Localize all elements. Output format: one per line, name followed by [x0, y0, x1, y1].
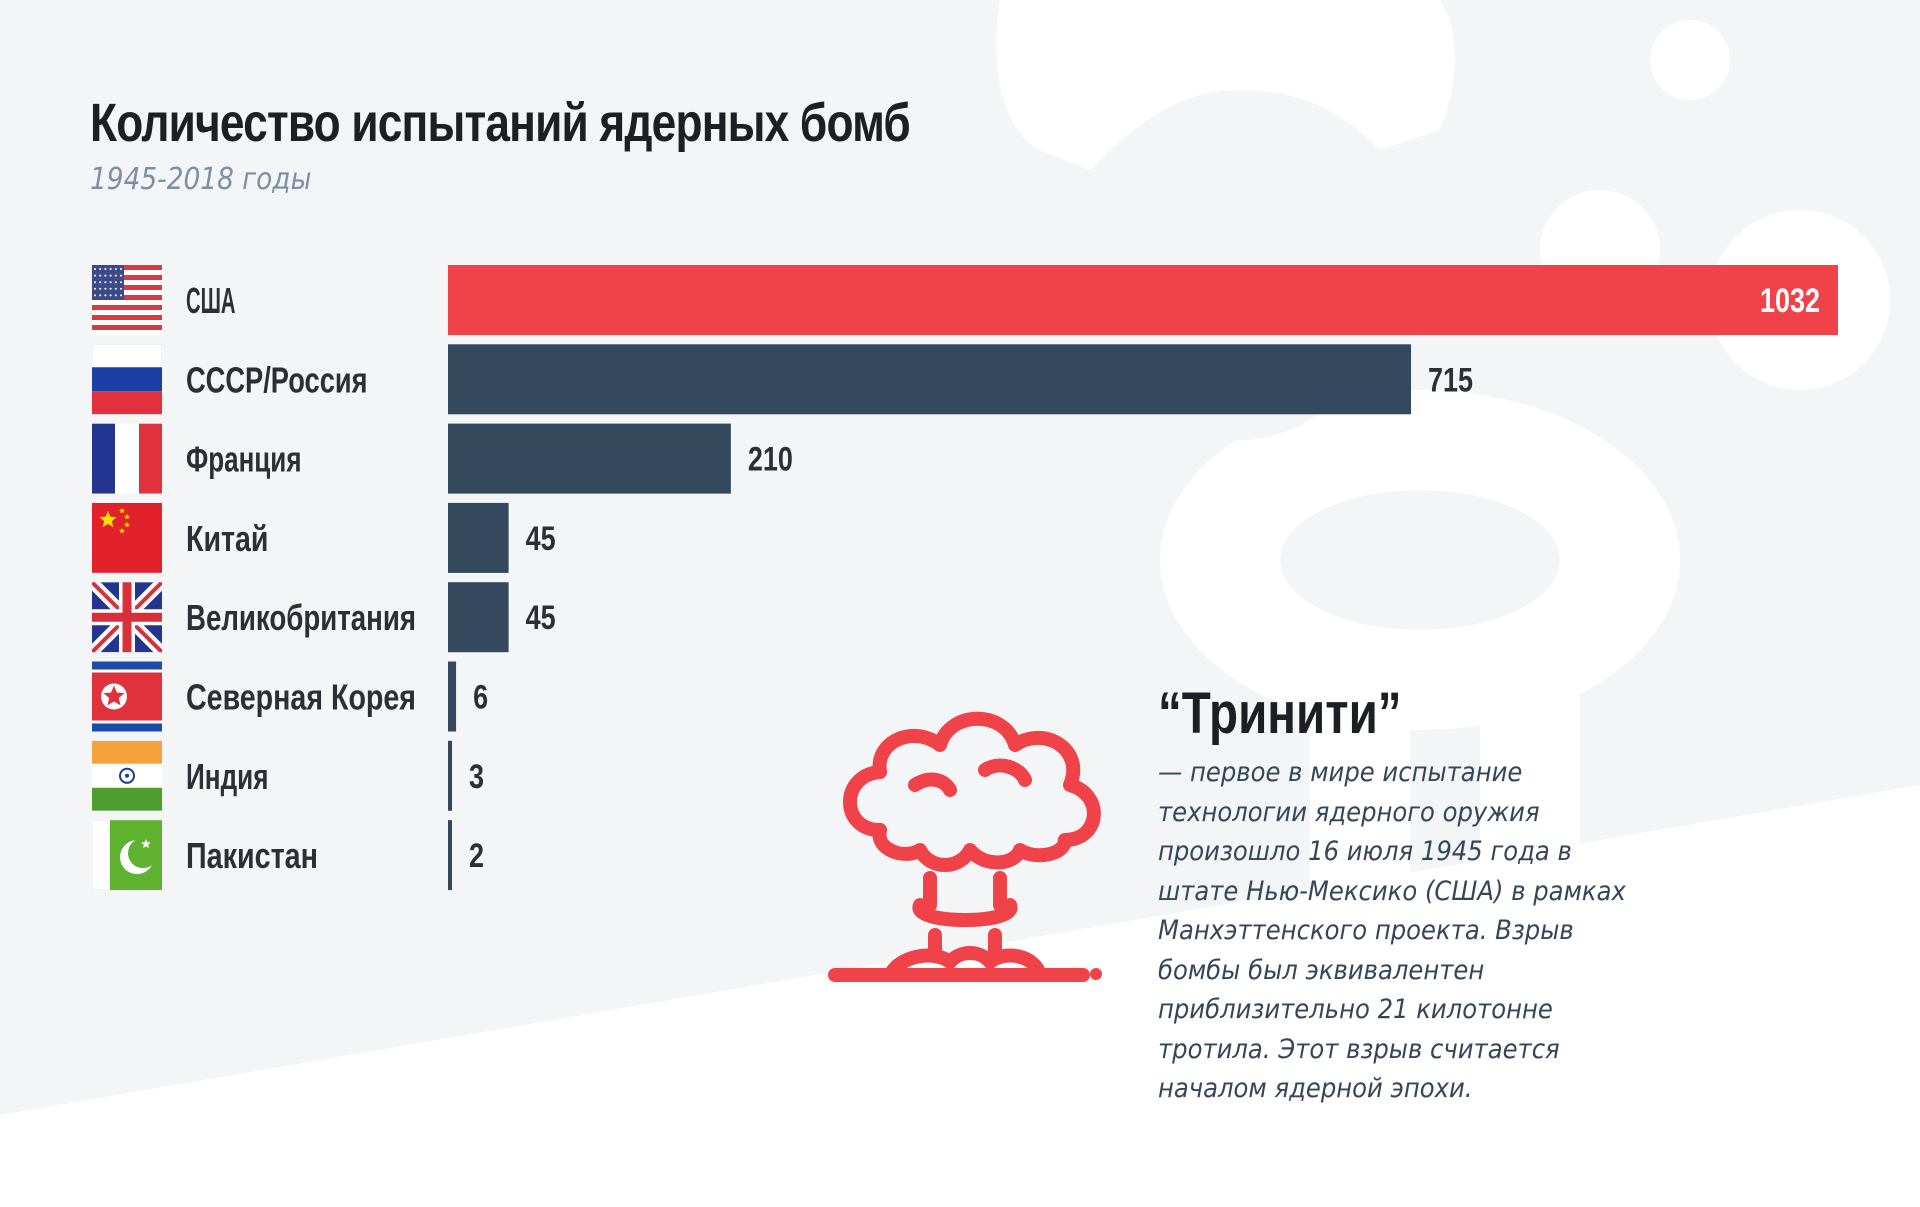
note-line: произошло 16 июля 1945 года в — [1158, 836, 1572, 867]
value-label: 3 — [469, 758, 484, 796]
category-label: Северная Корея — [186, 677, 416, 718]
flag-uk-icon — [92, 582, 162, 653]
category-label: Франция — [186, 439, 302, 480]
trinity-title: “Тринити” — [1158, 681, 1402, 746]
note-line: Манхэттенского проекта. Взрыв — [1158, 915, 1574, 946]
bar — [448, 740, 453, 811]
value-label: 2 — [469, 837, 484, 875]
note-line: — первое в мире испытание — [1158, 757, 1523, 788]
note-line: приблизительно 21 килотонне — [1158, 994, 1553, 1025]
value-label: 715 — [1428, 361, 1473, 399]
flag-russia-icon — [92, 344, 162, 415]
note-line: штате Нью-Мексико (США) в рамках — [1158, 875, 1626, 907]
flag-france-icon — [92, 423, 162, 494]
value-label: 210 — [748, 441, 793, 479]
value-label: 1032 — [1760, 282, 1820, 320]
value-labels-group: 1032 715 210 45 45 6 3 2 — [469, 282, 1820, 875]
chart-title: Количество испытаний ядерных бомб — [90, 93, 911, 153]
value-label: 45 — [526, 599, 556, 637]
category-label: Китай — [186, 518, 269, 559]
bars-group — [448, 265, 1838, 891]
trinity-description: — первое в мире испытание технологии яде… — [1158, 753, 1662, 1109]
chart-subtitle: 1945-2018 годы — [90, 162, 312, 197]
note-line: началом ядерной эпохи. — [1158, 1073, 1473, 1104]
value-label: 45 — [526, 520, 556, 558]
flag-usa-icon — [92, 265, 162, 335]
note-line: тротила. Этот взрыв считается — [1158, 1033, 1560, 1065]
mushroom-cloud-icon — [828, 711, 1101, 982]
flag-china-icon — [92, 502, 162, 573]
value-label: 6 — [473, 679, 488, 717]
flags-group — [92, 265, 162, 891]
note-line: технологии ядерного оружия — [1158, 796, 1540, 828]
flag-india-icon — [92, 740, 162, 811]
category-labels-group: США СССР/Россия Франция Китай Великобритания… — [186, 280, 416, 876]
bar — [448, 423, 731, 494]
bar — [448, 582, 509, 653]
flag-pakistan-icon — [92, 820, 162, 891]
category-label: Индия — [186, 756, 269, 797]
category-label: Пакистан — [186, 835, 318, 876]
bar — [448, 265, 1838, 335]
note-line: бомбы был эквивалентен — [1158, 954, 1485, 986]
bar — [448, 820, 452, 891]
bar — [448, 502, 509, 573]
bar — [448, 661, 457, 732]
trinity-note: “Тринити” — первое в мире испытание техн… — [1158, 680, 1718, 1109]
category-label: США — [186, 280, 236, 321]
flag-north-korea-icon — [92, 661, 162, 732]
category-label: СССР/Россия — [186, 359, 368, 400]
bar — [448, 344, 1412, 415]
category-label: Великобритания — [186, 597, 416, 638]
